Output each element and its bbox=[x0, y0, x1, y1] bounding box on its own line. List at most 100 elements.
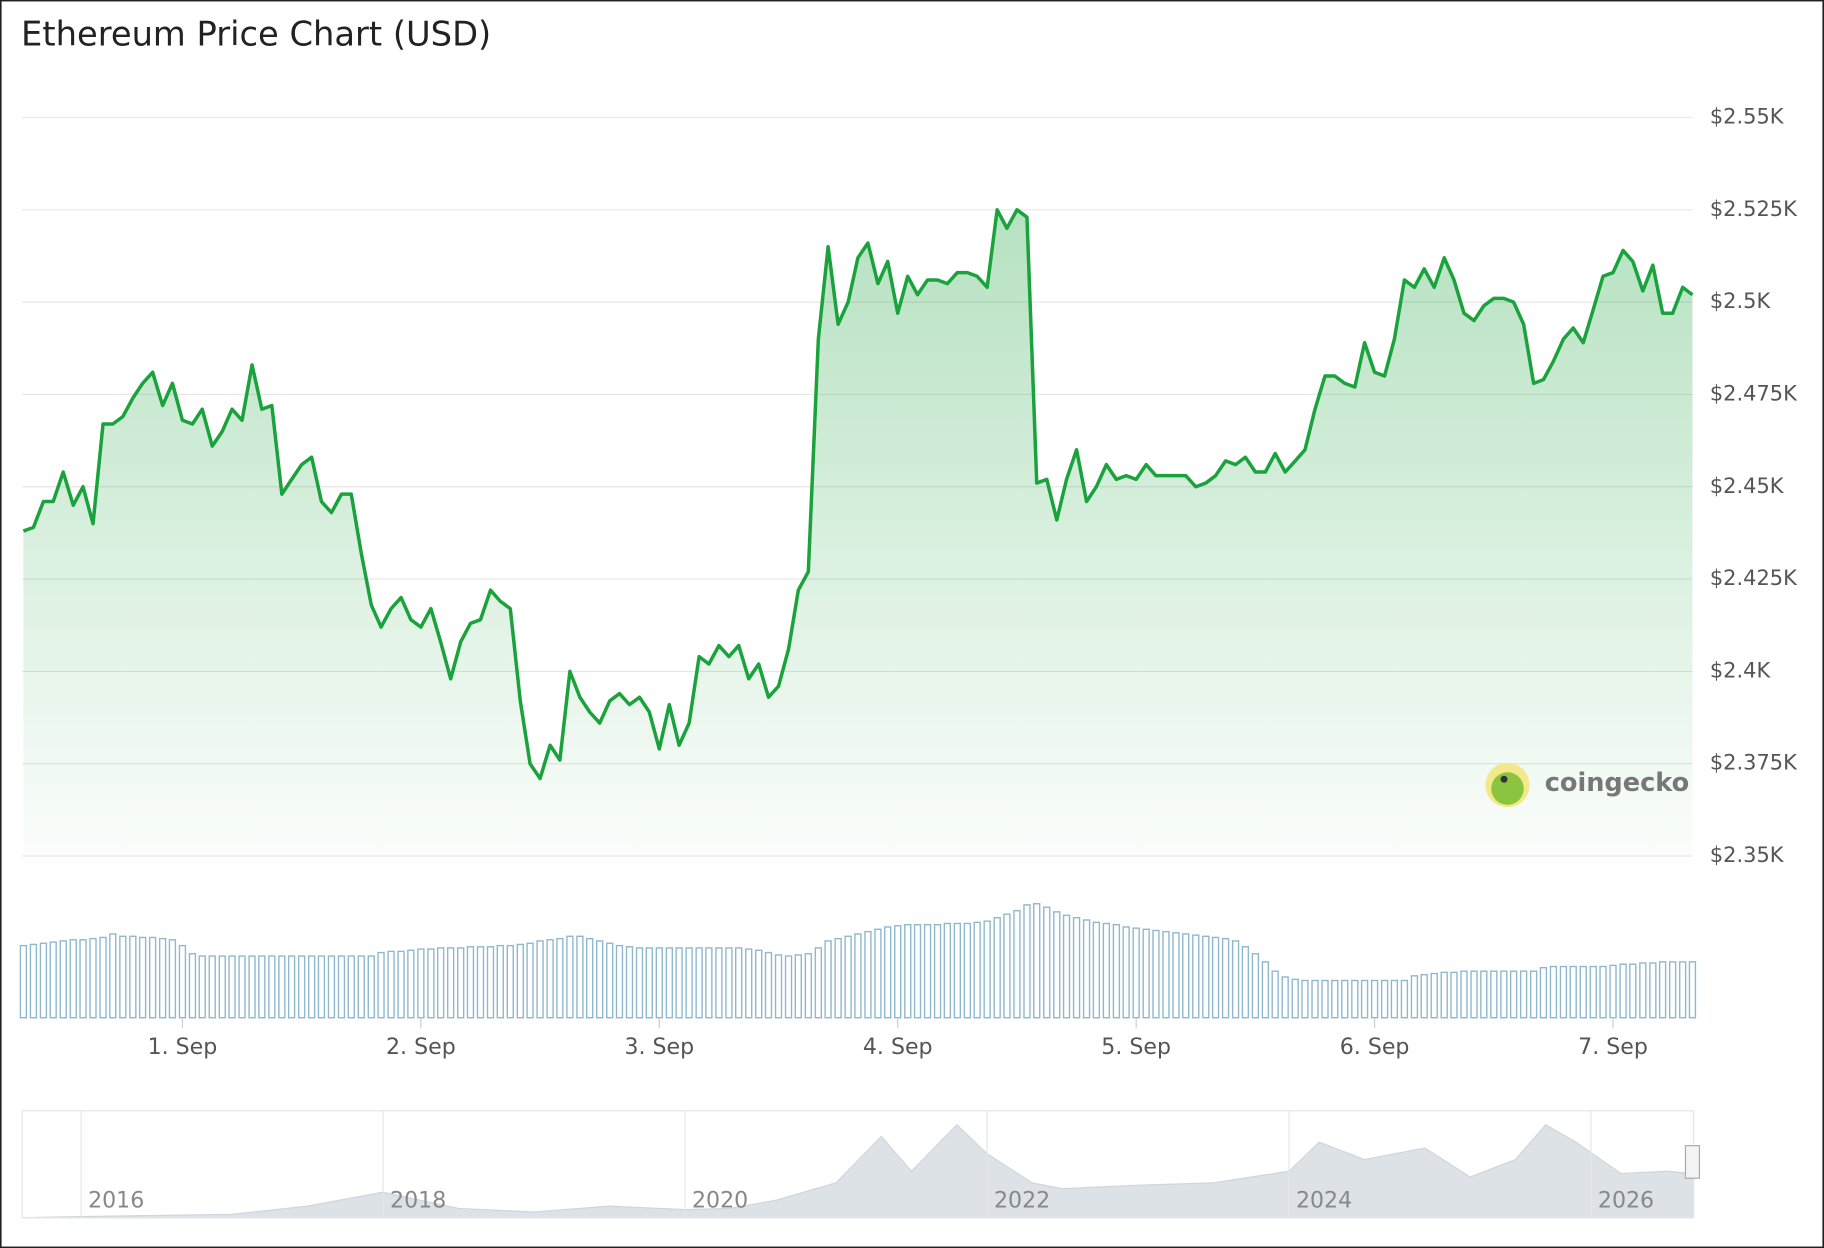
navigator-tick-label: 2016 bbox=[88, 1187, 144, 1213]
volume-bar bbox=[625, 946, 634, 1019]
volume-bar bbox=[735, 947, 743, 1019]
volume-bar bbox=[1331, 979, 1339, 1019]
volume-bar bbox=[436, 947, 445, 1019]
volume-bar bbox=[1430, 972, 1438, 1019]
volume-bar bbox=[1033, 903, 1041, 1019]
volume-bar bbox=[546, 939, 554, 1019]
volume-bar bbox=[596, 940, 604, 1019]
volume-bar bbox=[297, 955, 306, 1019]
volume-bar bbox=[635, 947, 644, 1019]
volume-bar bbox=[138, 936, 147, 1019]
volume-bar bbox=[1688, 961, 1697, 1019]
volume-bar bbox=[1529, 970, 1538, 1019]
volume-bar bbox=[248, 955, 256, 1019]
volume-bar bbox=[397, 950, 405, 1019]
volume-bar bbox=[307, 955, 316, 1019]
volume-bar bbox=[1082, 919, 1091, 1019]
volume-bar bbox=[466, 946, 475, 1019]
volume-bar bbox=[19, 944, 28, 1019]
volume-bar bbox=[129, 935, 137, 1019]
volume-bar bbox=[725, 947, 733, 1019]
volume-bar bbox=[665, 947, 673, 1019]
volume-bar bbox=[258, 955, 266, 1019]
volume-bar bbox=[1539, 966, 1548, 1019]
volume-bar bbox=[238, 955, 246, 1019]
volume-bar bbox=[1559, 965, 1568, 1019]
logo-eye bbox=[1500, 775, 1508, 783]
volume-bar bbox=[1251, 953, 1260, 1019]
volume-bar bbox=[506, 944, 514, 1019]
volume-bar bbox=[457, 947, 465, 1019]
volume-bar bbox=[774, 954, 783, 1019]
navigator-tick-label: 2026 bbox=[1598, 1187, 1654, 1213]
volume-bar bbox=[188, 953, 197, 1019]
volume-bar bbox=[1500, 970, 1508, 1019]
navigator-tick-label: 2018 bbox=[390, 1187, 446, 1213]
volume-bar bbox=[1241, 946, 1250, 1019]
volume-bar bbox=[39, 942, 48, 1019]
volume-bar bbox=[913, 923, 922, 1019]
volume-bar bbox=[1599, 965, 1607, 1019]
volume-bar bbox=[973, 921, 981, 1019]
price-line bbox=[22, 208, 1694, 781]
volume-bar bbox=[1142, 928, 1150, 1019]
volume-bar bbox=[1400, 979, 1409, 1019]
volume-bar bbox=[1410, 975, 1419, 1019]
volume-bar bbox=[29, 943, 38, 1019]
volume-bar bbox=[814, 947, 823, 1019]
volume-bar bbox=[526, 942, 534, 1019]
volume-bar bbox=[208, 955, 216, 1019]
volume-bar bbox=[446, 947, 455, 1019]
volume-bar bbox=[1182, 933, 1190, 1019]
volume-bar bbox=[1579, 965, 1587, 1019]
volume-bar bbox=[148, 936, 157, 1019]
volume-bar bbox=[1271, 970, 1279, 1019]
volume-bar bbox=[1649, 962, 1657, 1019]
volume-bar bbox=[1192, 934, 1200, 1019]
volume-bar bbox=[685, 947, 693, 1019]
volume-bar bbox=[784, 955, 793, 1019]
volume-bar bbox=[357, 955, 365, 1019]
volume-bar bbox=[1072, 916, 1081, 1019]
x-tick-label: 2. Sep bbox=[386, 1034, 456, 1060]
volume-bar bbox=[1053, 911, 1061, 1019]
y-tick-label: $2.55K bbox=[1710, 104, 1785, 128]
watermark-text: coingecko bbox=[1545, 768, 1689, 798]
volume-bar bbox=[1668, 961, 1677, 1019]
volume-bar bbox=[1629, 963, 1637, 1019]
volume-bar bbox=[1619, 963, 1627, 1019]
volume-bar bbox=[427, 948, 435, 1019]
volume-bar bbox=[824, 940, 832, 1019]
volume-bar bbox=[1062, 914, 1071, 1019]
volume-bar bbox=[1341, 979, 1349, 1019]
volume-bar bbox=[1013, 910, 1021, 1019]
volume-bar bbox=[894, 925, 902, 1019]
volume-bar bbox=[1490, 970, 1498, 1019]
volume-bar bbox=[794, 954, 802, 1019]
volume-bar bbox=[278, 955, 286, 1019]
volume-bar bbox=[1549, 965, 1558, 1019]
volume-bar bbox=[983, 920, 991, 1019]
volume-bar bbox=[1440, 971, 1448, 1019]
volume-bar bbox=[99, 936, 107, 1019]
volume-bar bbox=[387, 950, 395, 1019]
volume-bar bbox=[347, 955, 355, 1019]
volume-bar bbox=[1003, 913, 1011, 1019]
volume-bar bbox=[1311, 979, 1319, 1019]
volume-bar bbox=[228, 955, 236, 1019]
volume-bar bbox=[1301, 979, 1309, 1019]
volume-bar bbox=[804, 953, 813, 1019]
volume-bar bbox=[1509, 970, 1518, 1019]
x-tick-label: 3. Sep bbox=[624, 1034, 694, 1060]
volume-bar bbox=[1470, 970, 1478, 1019]
volume-bar bbox=[178, 944, 187, 1019]
navigator-handle[interactable] bbox=[1684, 1145, 1700, 1179]
volume-bar bbox=[1360, 979, 1369, 1019]
x-tick-label: 6. Sep bbox=[1340, 1034, 1410, 1060]
volume-bar bbox=[874, 928, 882, 1019]
y-tick-label: $2.375K bbox=[1710, 751, 1798, 775]
volume-bar bbox=[486, 946, 495, 1019]
